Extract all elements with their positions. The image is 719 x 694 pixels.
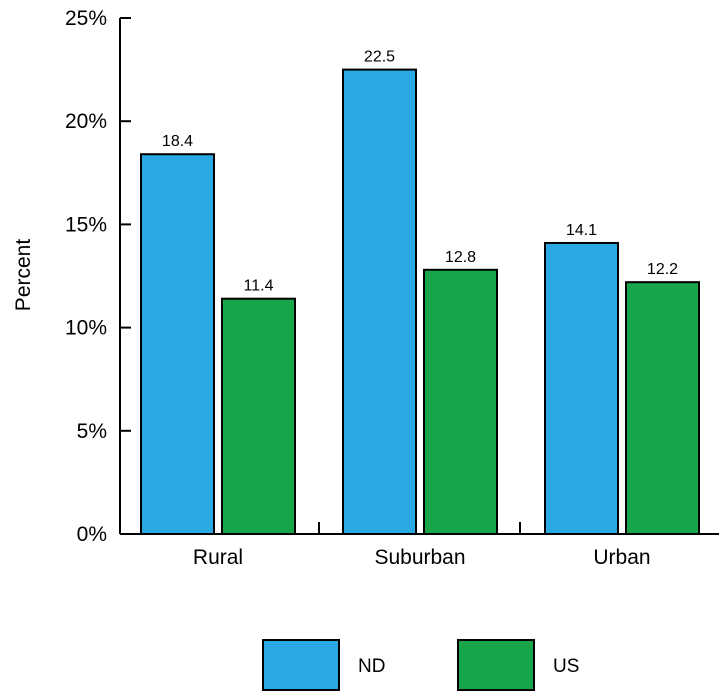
data-label: 12.8 (445, 249, 476, 266)
x-tick-label: Rural (193, 546, 243, 569)
y-tick-label: 10% (65, 317, 107, 340)
legend-swatch-nd (262, 639, 340, 691)
y-tick-label: 5% (77, 420, 107, 443)
bar-us (221, 297, 296, 536)
bar-nd (342, 68, 417, 535)
y-tick-label: 15% (65, 213, 107, 236)
data-label: 14.1 (566, 222, 597, 239)
legend-label: US (553, 656, 579, 677)
legend: ND US (262, 639, 579, 691)
data-label: 12.2 (647, 261, 678, 278)
data-labels: 18.4 22.5 14.1 11.4 12.8 12.2 (162, 49, 678, 295)
legend-swatch-us (457, 639, 535, 691)
x-tick-label: Suburban (374, 546, 465, 569)
data-label: 22.5 (364, 49, 395, 66)
bars (140, 68, 700, 536)
y-tick-label: 20% (65, 110, 107, 133)
y-axis-title: Percent (12, 239, 35, 312)
x-axis: Rural Suburban Urban (120, 522, 719, 569)
y-tick-label: 25% (65, 7, 107, 30)
bar-nd (544, 241, 619, 535)
x-tick-label: Urban (593, 546, 650, 569)
y-tick-label: 0% (77, 523, 107, 546)
bar-nd (140, 153, 215, 535)
y-axis: 0% 5% 10% 15% 20% 25% (65, 7, 131, 546)
bar-us (423, 268, 498, 535)
data-label: 18.4 (162, 133, 193, 150)
bar-us (625, 281, 700, 535)
legend-label: ND (358, 656, 385, 677)
data-label: 11.4 (244, 278, 274, 295)
